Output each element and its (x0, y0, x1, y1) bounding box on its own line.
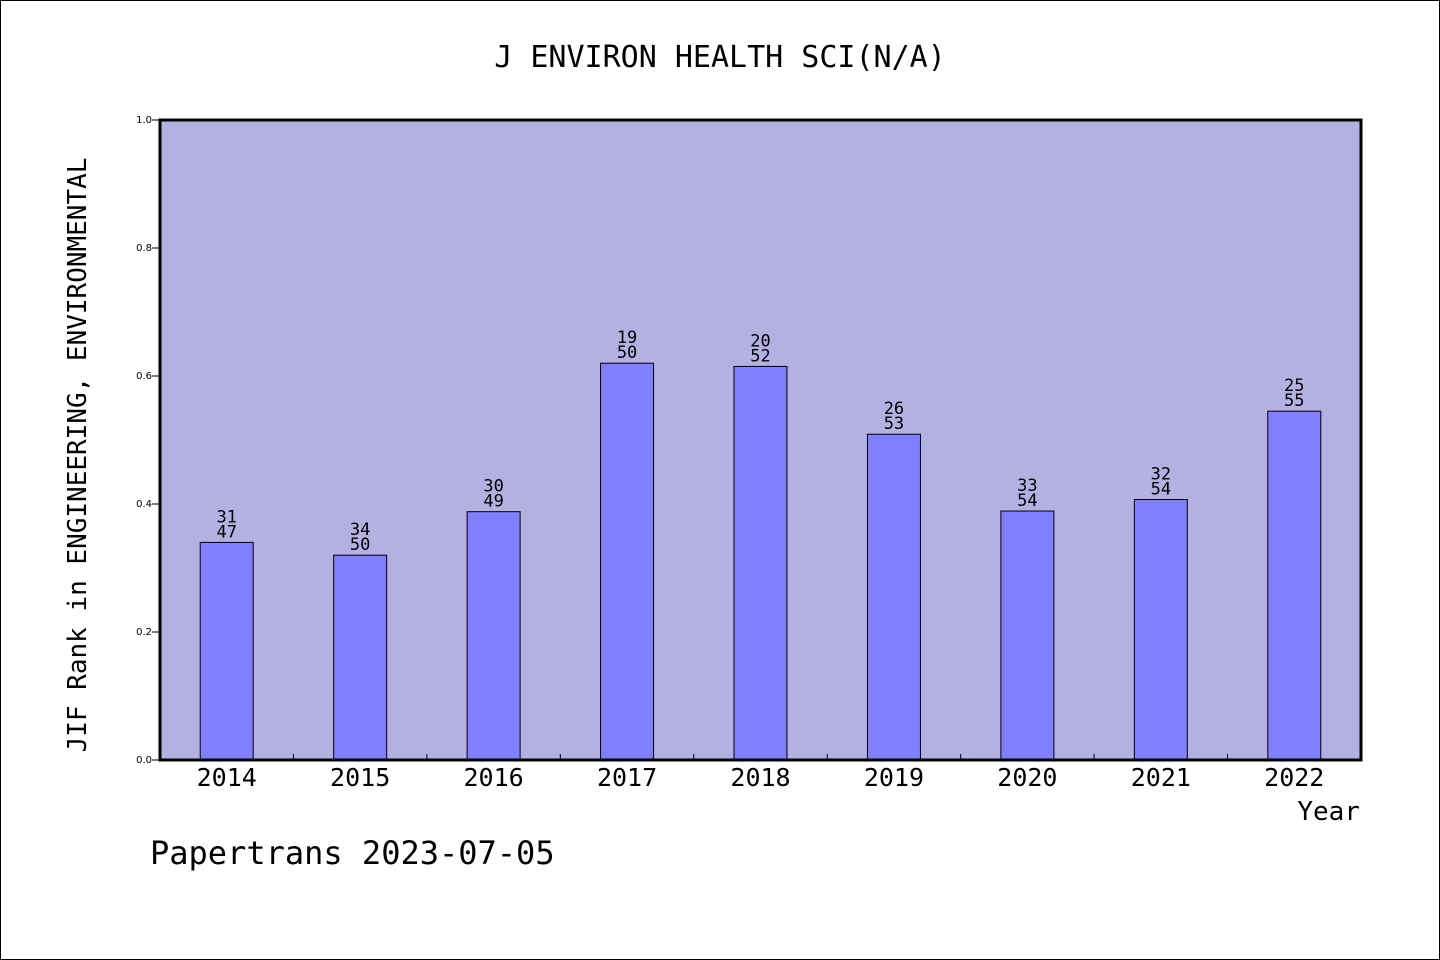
bar (199, 541, 254, 761)
bar-total-label: 50 (350, 535, 370, 555)
y-axis-label: JIF Rank in ENGINEERING, ENVIRONMENTAL (63, 158, 93, 753)
bar (600, 362, 655, 761)
bar-rank-label: 33 (1017, 476, 1037, 496)
chart-title: J ENVIRON HEALTH SCI(N/A) (494, 40, 946, 75)
x-tick-label: 2016 (464, 763, 524, 792)
bar-rank-label: 19 (617, 328, 637, 348)
bar-rank-label: 31 (216, 507, 236, 527)
y-tick-label: 0.8 (136, 243, 152, 254)
bar-total-label: 54 (1151, 480, 1171, 500)
bar (733, 365, 788, 761)
x-tick-label: 2019 (864, 763, 924, 792)
y-tick-label: 0.0 (136, 755, 152, 766)
bar-rank-label: 26 (884, 399, 904, 419)
plot-border (158, 118, 1363, 762)
bar-rank-label: 20 (750, 331, 770, 351)
footer-credit: Papertrans 2023-07-05 (150, 834, 555, 872)
bar-total-label: 52 (750, 346, 770, 366)
bar (466, 511, 521, 761)
bars: 3147201434502015304920161950201720522018… (197, 328, 1325, 792)
bar-rank-label: 32 (1151, 465, 1171, 485)
x-axis-label: Year (1297, 797, 1360, 827)
y-tick-label: 0.2 (136, 627, 152, 638)
x-tick-label: 2014 (197, 763, 257, 792)
y-tick-label: 0.4 (136, 499, 152, 510)
bar-total-label: 47 (216, 522, 236, 542)
x-tick-label: 2018 (730, 763, 790, 792)
x-tick-label: 2020 (997, 763, 1057, 792)
bar-total-label: 50 (617, 343, 637, 363)
bar-total-label: 54 (1017, 491, 1037, 511)
bar (1133, 499, 1188, 761)
y-tick-label: 0.6 (136, 371, 152, 382)
bar (1267, 410, 1322, 761)
bar-total-label: 49 (483, 492, 503, 512)
bar-total-label: 55 (1284, 391, 1304, 411)
bar-rank-label: 25 (1284, 376, 1304, 396)
bar-rank-label: 30 (483, 477, 503, 497)
bar-rank-label: 34 (350, 520, 370, 540)
x-tick-label: 2021 (1131, 763, 1191, 792)
x-tick-label: 2017 (597, 763, 657, 792)
bar (333, 554, 388, 761)
x-tick-label: 2022 (1264, 763, 1324, 792)
bar-total-label: 53 (884, 414, 904, 434)
x-tick-label: 2015 (330, 763, 390, 792)
bar (866, 433, 921, 761)
bar (1000, 510, 1055, 761)
y-tick-label: 1.0 (136, 115, 152, 126)
